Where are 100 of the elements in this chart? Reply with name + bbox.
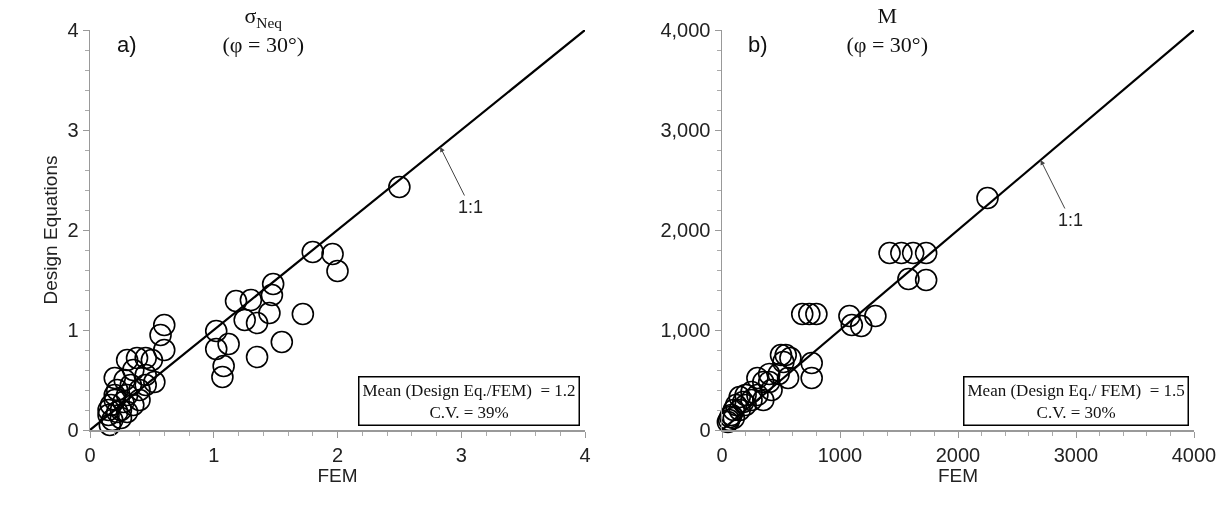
point — [752, 388, 775, 412]
chart-title: σ$_{Neq}$ (φ = 30°) — [222, 3, 305, 57]
point — [798, 302, 821, 326]
point — [779, 346, 802, 370]
point — [122, 393, 145, 417]
point — [897, 267, 920, 291]
point — [128, 378, 151, 402]
point — [233, 308, 256, 332]
y-axis-title: Design Equations — [40, 155, 62, 305]
point — [239, 288, 263, 312]
y-tick-label: 0 — [67, 419, 79, 441]
point — [388, 175, 411, 199]
point — [740, 388, 763, 412]
point — [204, 319, 228, 343]
point — [878, 241, 901, 265]
point — [914, 241, 938, 265]
point — [125, 346, 149, 370]
point — [838, 304, 861, 328]
y-tick-label: 3,000 — [660, 119, 711, 141]
point — [149, 323, 172, 347]
point — [864, 304, 887, 328]
point — [728, 398, 751, 422]
point — [134, 363, 157, 387]
point — [140, 348, 164, 372]
point — [746, 366, 769, 390]
annotation: 1:1 — [1058, 210, 1084, 230]
point — [98, 413, 122, 437]
point — [767, 362, 790, 386]
point — [99, 393, 123, 417]
point — [270, 330, 294, 354]
point — [776, 366, 800, 390]
point — [774, 343, 798, 367]
point — [261, 272, 285, 296]
x-tick-label: 3 — [455, 443, 467, 466]
point — [769, 343, 793, 367]
point — [840, 313, 864, 337]
point — [103, 383, 127, 407]
chart-title: M (φ = 30°) — [846, 3, 928, 57]
x-tick-label: 2 — [331, 443, 344, 466]
annotation: C.V. = 30% — [1036, 402, 1116, 422]
y-tick-label: 3 — [67, 119, 79, 141]
point — [245, 311, 269, 335]
annotation: a) — [117, 32, 137, 57]
point — [128, 388, 151, 412]
point — [134, 373, 157, 397]
point — [212, 354, 235, 378]
annotation: b) — [748, 32, 768, 57]
x-tick-label: 1 — [208, 443, 220, 466]
y-tick-label: 2,000 — [660, 219, 711, 241]
point — [115, 383, 139, 407]
point — [800, 366, 823, 390]
x-axis-title: FEM — [937, 465, 979, 487]
point — [224, 289, 248, 313]
point — [245, 345, 269, 369]
point — [790, 302, 814, 326]
point — [321, 242, 344, 266]
point — [301, 240, 325, 264]
point — [752, 370, 775, 394]
point — [800, 351, 823, 375]
point — [849, 314, 873, 338]
point — [103, 366, 127, 390]
x-axis-title: FEM — [317, 465, 358, 487]
point — [772, 350, 795, 374]
point — [260, 283, 284, 307]
point — [97, 398, 120, 422]
y-tick-label: 4,000 — [660, 19, 711, 41]
point — [914, 268, 938, 292]
annotation: C.V. = 39% — [429, 402, 509, 422]
y-tick-label: 1,000 — [660, 319, 711, 341]
annotation: 1:1 — [458, 197, 484, 217]
y-tick-label: 0 — [699, 419, 711, 441]
point — [211, 365, 234, 389]
x-tick-label: 4000 — [1171, 443, 1217, 466]
point — [746, 383, 769, 407]
point — [105, 378, 129, 402]
point — [113, 368, 136, 392]
point — [757, 370, 781, 394]
annotation: Mean (Design Eq./FEM) = 1.2 — [362, 380, 576, 400]
point — [115, 400, 139, 424]
point — [734, 383, 757, 407]
x-tick-label: 0 — [716, 443, 728, 466]
point — [890, 241, 913, 265]
point — [100, 408, 124, 432]
point — [976, 186, 999, 210]
x-tick-label: 1000 — [817, 443, 863, 466]
point — [122, 358, 145, 382]
point — [152, 313, 176, 337]
y-tick-label: 4 — [67, 19, 79, 41]
point — [728, 385, 751, 409]
y-tick-label: 1 — [67, 319, 79, 341]
point — [103, 388, 127, 412]
point — [134, 346, 157, 370]
point — [152, 338, 176, 362]
point — [901, 241, 925, 265]
point — [326, 259, 349, 283]
point — [760, 378, 783, 402]
point — [291, 302, 315, 326]
x-tick-label: 4 — [579, 443, 591, 466]
x-tick-label: 2000 — [935, 443, 981, 466]
y-tick-label: 2 — [67, 219, 79, 241]
